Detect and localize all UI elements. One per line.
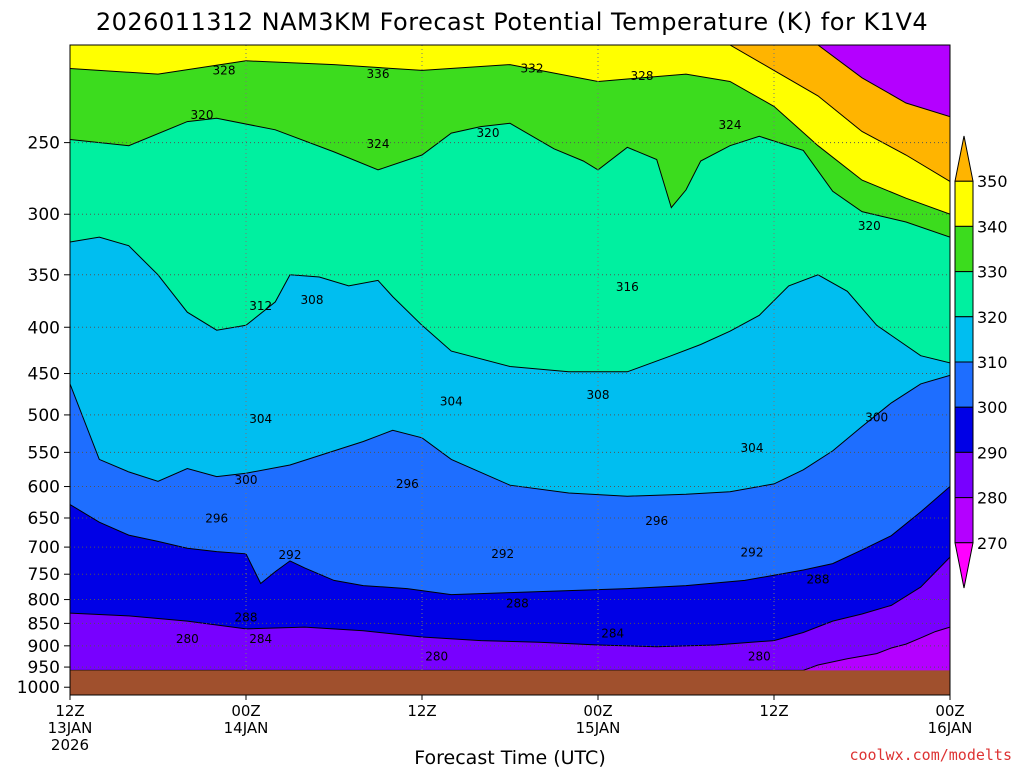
colorbar-segment	[954, 225, 974, 273]
colorbar-segment	[954, 451, 974, 499]
x-tick-label: 00Z	[583, 702, 612, 720]
contour-label: 288	[807, 572, 830, 586]
colorbar-tick-label: 270	[977, 534, 1008, 553]
contour-label: 320	[858, 219, 881, 233]
colorbar-tick-label: 330	[977, 263, 1008, 282]
x-tick-label: 12Z	[759, 702, 788, 720]
y-tick-label: 500	[28, 406, 60, 426]
contour-label: 280	[425, 650, 448, 664]
x-tick-label: 2026	[51, 736, 89, 754]
contour-label: 300	[235, 473, 258, 487]
colorbar-tick-label: 340	[977, 217, 1008, 236]
contour-line-300	[70, 374, 950, 497]
contour-label: 320	[191, 108, 214, 122]
y-tick-label: 700	[28, 538, 60, 558]
colorbar-segment	[954, 361, 974, 408]
colorbar-tick-label: 320	[977, 308, 1008, 327]
y-tick-label: 350	[28, 266, 60, 286]
x-tick-label: 12Z	[55, 702, 84, 720]
chart-title: 2026011312 NAM3KM Forecast Potential Tem…	[96, 8, 928, 36]
colorbar-tick-label: 350	[977, 172, 1008, 191]
colorbar-segment	[954, 497, 974, 544]
colorbar-tick-label: 290	[977, 443, 1008, 462]
contour-label: 284	[249, 632, 272, 646]
contour-label: 332	[521, 61, 544, 75]
contour-label: 304	[249, 412, 272, 426]
contour-label: 324	[367, 137, 390, 151]
x-tick-label: 00Z	[231, 702, 260, 720]
y-tick-label: 600	[28, 478, 60, 498]
contour-label: 324	[719, 118, 742, 132]
colorbar-tick-label: 280	[977, 489, 1008, 508]
contour-label: 304	[741, 441, 764, 455]
contour-line-330	[70, 60, 950, 215]
grid-lines	[70, 45, 950, 695]
contour-label: 296	[205, 512, 228, 526]
x-tick-label: 12Z	[407, 702, 436, 720]
x-tick-label: 14JAN	[224, 719, 269, 737]
contour-label: 296	[645, 514, 668, 528]
y-tick-label: 800	[28, 591, 60, 611]
contour-label: 280	[176, 632, 199, 646]
contour-label: 284	[601, 626, 624, 640]
contour-label: 328	[213, 63, 236, 77]
y-tick-label: 650	[28, 509, 60, 529]
y-tick-label: 450	[28, 365, 60, 385]
y-tick-label: 1000	[17, 678, 60, 698]
contour-label: 336	[367, 67, 390, 81]
contour-line-350	[70, 45, 950, 118]
colorbar-segment	[954, 316, 974, 363]
contour-label: 312	[249, 299, 272, 313]
colorbar-segment	[954, 180, 974, 227]
x-tick-label: 16JAN	[928, 719, 973, 737]
contour-labels: 328 336 332 328 320 324 320 324 320 316 312 308 304 3…	[176, 61, 888, 663]
contour-label: 316	[616, 280, 639, 294]
plot-area: 328 336 332 328 320 324 320 324 320 316 312 308 304 3…	[70, 45, 950, 695]
site-credit[interactable]: coolwx.com/modelts	[849, 746, 1012, 764]
colorbar: 270 280 290 300 310 320 330 340 350	[954, 135, 1008, 589]
colorbar-tick-label: 300	[977, 398, 1008, 417]
contour-line-340	[70, 45, 950, 182]
colorbar-tick-label: 310	[977, 353, 1008, 372]
contour-label: 300	[865, 410, 888, 424]
contour-label: 328	[631, 69, 654, 83]
contour-label: 280	[748, 650, 771, 664]
y-tick-label: 900	[28, 637, 60, 657]
y-tick-label: 250	[28, 134, 60, 154]
x-tick-label: 00Z	[935, 702, 964, 720]
contour-label: 308	[301, 293, 324, 307]
contour-label: 288	[235, 610, 258, 624]
colorbar-segment	[954, 406, 974, 453]
plot-frame	[69, 44, 951, 696]
contour-line-310	[70, 236, 950, 373]
x-tick-label: 15JAN	[576, 719, 621, 737]
x-tick-label: 13JAN	[48, 719, 93, 737]
band-280	[70, 557, 950, 695]
y-tick-label: 550	[28, 443, 60, 463]
contour-label: 292	[741, 546, 764, 560]
contour-label: 288	[506, 596, 529, 610]
colorbar-segment	[954, 542, 974, 589]
y-tick-label: 400	[28, 318, 60, 338]
y-axis: 250 300 350 400 450 500 550 600 650 700 750 800 850 9…	[17, 134, 70, 698]
y-tick-label: 850	[28, 614, 60, 634]
contour-label: 296	[396, 477, 419, 491]
x-axis-label: Forecast Time (UTC)	[414, 747, 605, 768]
contour-label: 292	[491, 547, 514, 561]
contour-line-320	[70, 117, 950, 238]
contour-line-290	[70, 486, 950, 596]
y-tick-label: 300	[28, 205, 60, 225]
contour-label: 320	[477, 126, 500, 140]
contour-label: 308	[587, 388, 610, 402]
y-tick-label: 750	[28, 565, 60, 585]
contour-label: 292	[279, 548, 302, 562]
y-tick-label: 950	[28, 658, 60, 678]
contour-label: 304	[440, 394, 463, 408]
colorbar-segment	[954, 271, 974, 318]
colorbar-segment	[954, 135, 974, 182]
ground-below-surface	[70, 670, 950, 695]
